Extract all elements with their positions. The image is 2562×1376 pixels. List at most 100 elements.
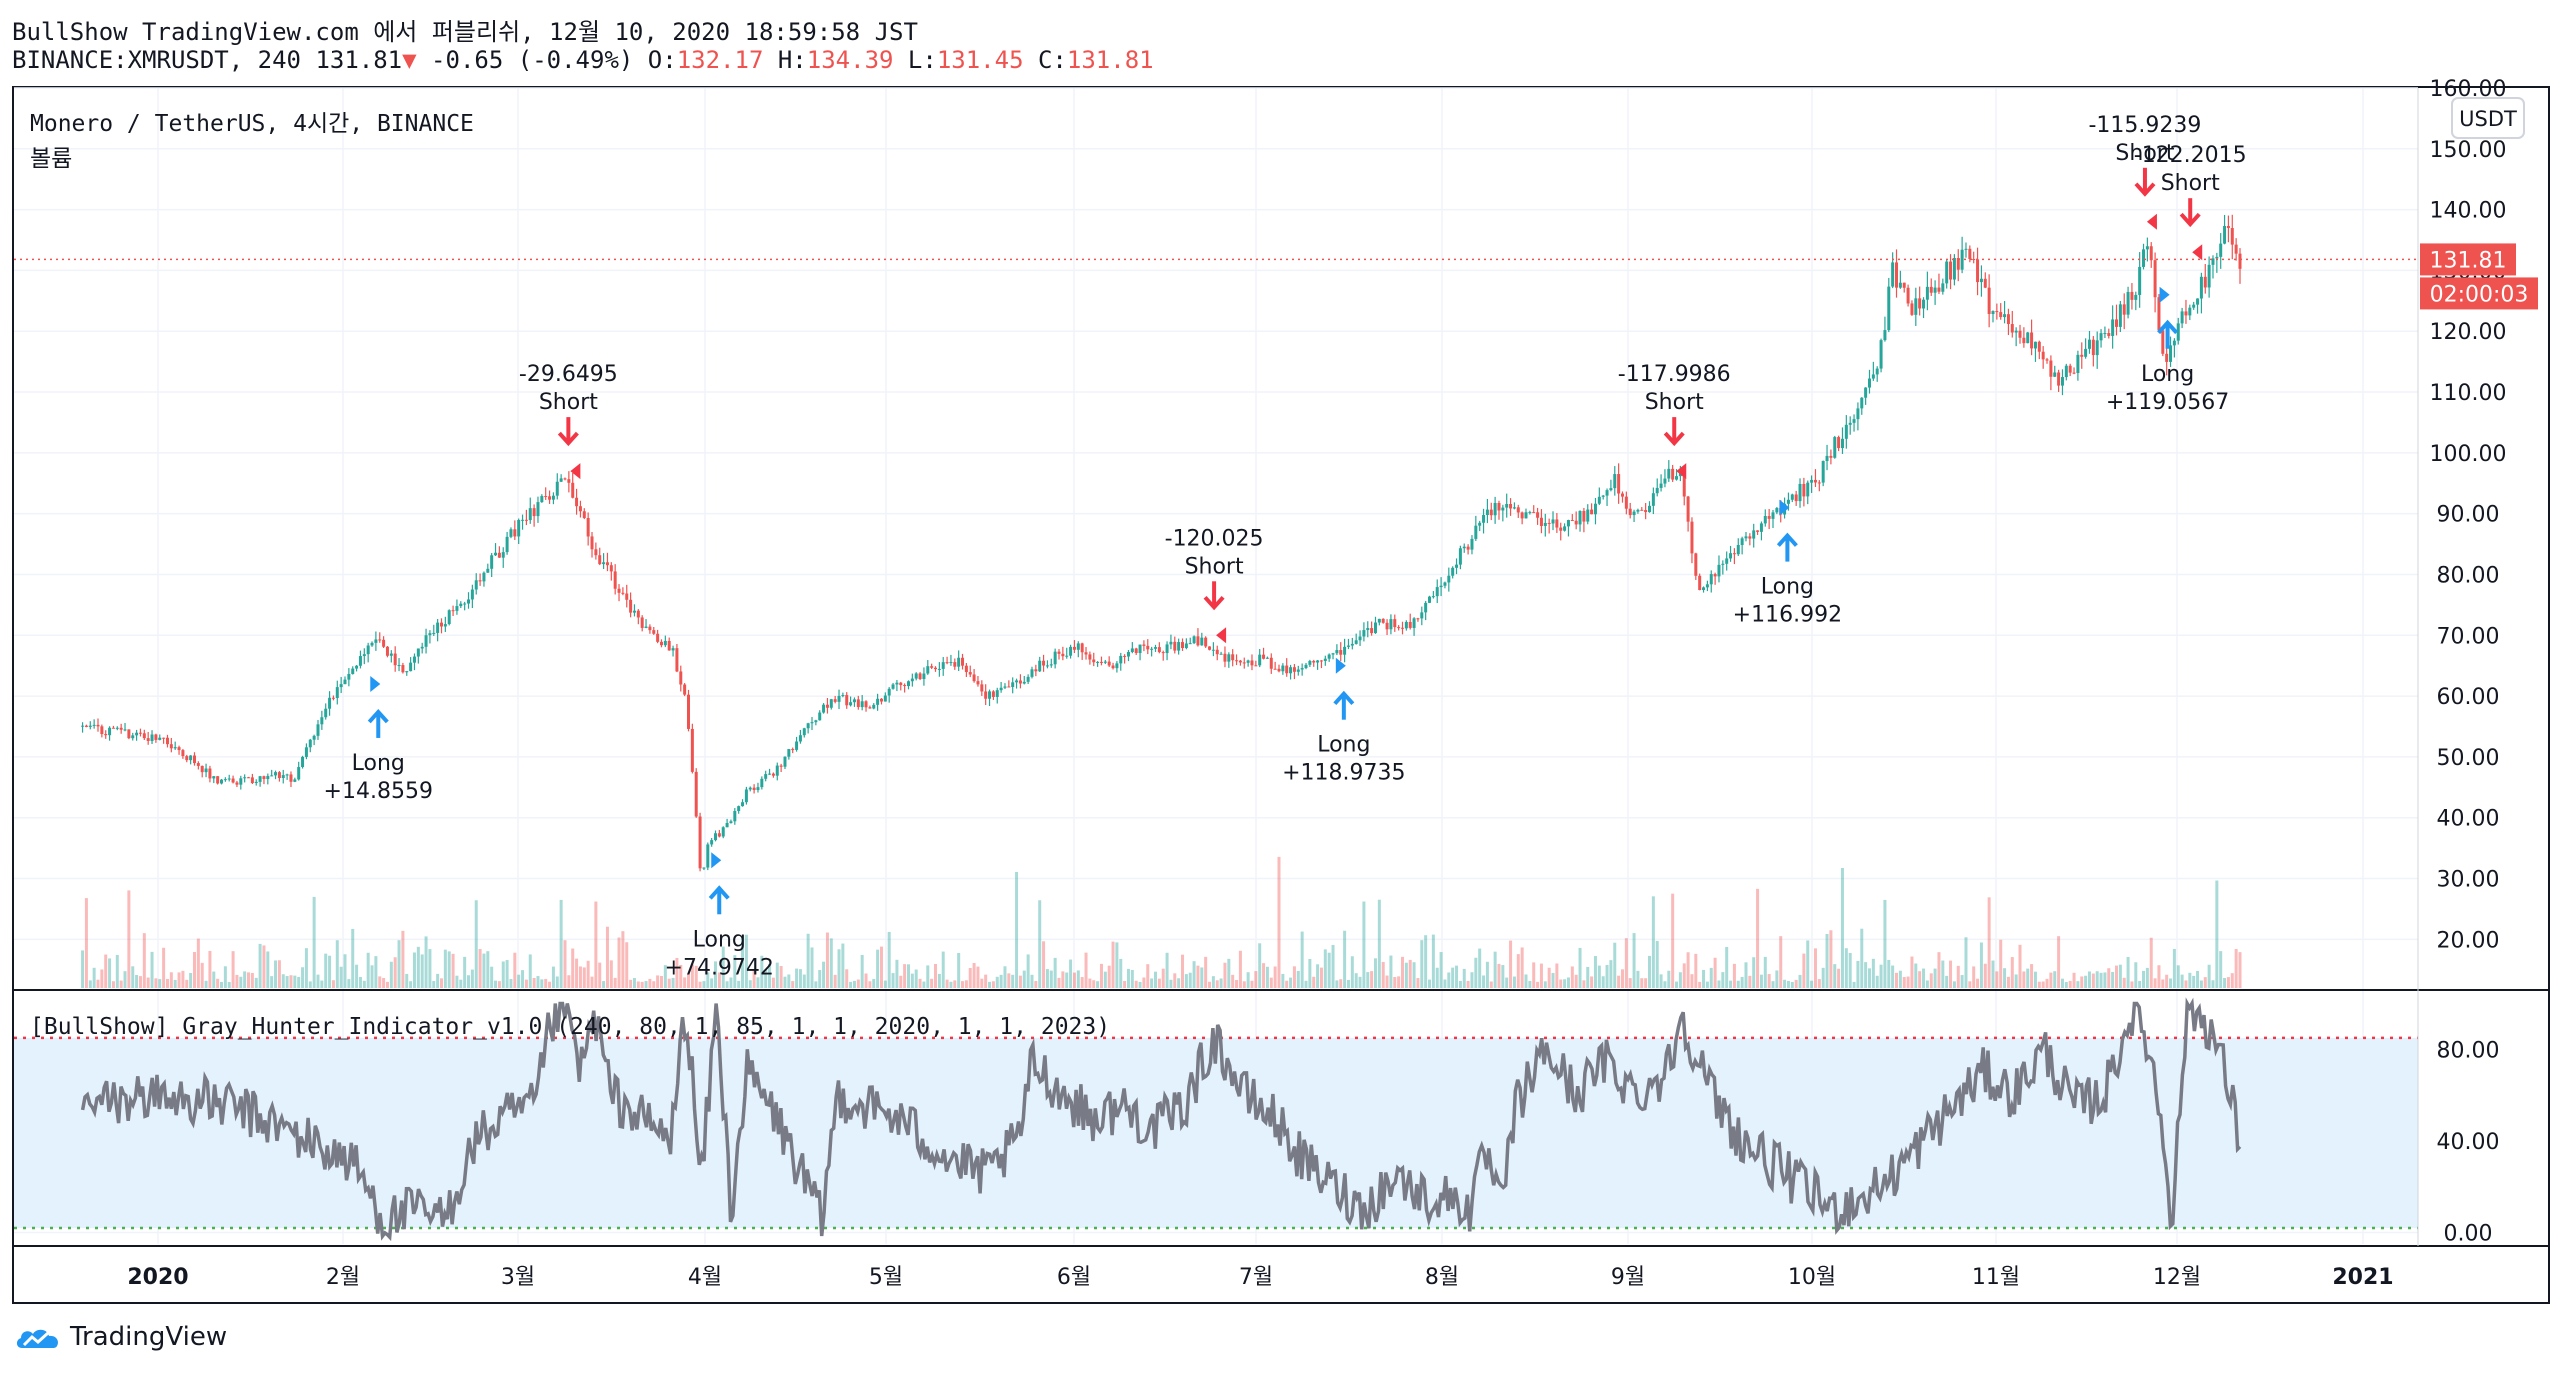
candle-body	[2196, 298, 2200, 305]
volume-bar	[521, 970, 525, 988]
candle-body	[235, 782, 239, 785]
volume-bar	[1582, 980, 1586, 988]
volume-bar	[895, 959, 899, 988]
volume-bar	[1377, 899, 1381, 988]
volume-bar	[1898, 970, 1902, 988]
candle-body	[1242, 662, 1246, 664]
candle-body	[2068, 365, 2072, 373]
volume-bar	[81, 950, 85, 988]
volume-bar	[439, 978, 443, 988]
chart-frame[interactable]	[12, 86, 2550, 1304]
candle-body	[629, 599, 633, 613]
publish-info: BullShow TradingView.com 에서 퍼블리쉬, 12월 10…	[12, 18, 918, 46]
volume-bar	[524, 979, 528, 988]
volume-bar	[2203, 977, 2207, 988]
candle-body	[1126, 652, 1130, 657]
candles	[81, 214, 2242, 872]
price-tick-label: 110.00	[2430, 381, 2507, 406]
volume-bar	[494, 980, 498, 988]
volume-bar	[1964, 937, 1968, 988]
candle-body	[1922, 299, 1926, 309]
signal-type-label: Short	[2115, 141, 2174, 166]
candle-body	[968, 672, 972, 675]
volume-bar	[2087, 971, 2091, 988]
candle-body	[1644, 510, 1648, 513]
volume-bar	[497, 981, 501, 988]
volume-bar	[277, 960, 281, 988]
footer-brand[interactable]: TradingView	[70, 1322, 228, 1352]
volume-bar	[1289, 977, 1293, 988]
candle-body	[1119, 655, 1123, 664]
volume-bar	[96, 979, 100, 988]
close-label: C:	[1037, 46, 1067, 74]
candle-body	[1177, 642, 1181, 651]
volume-bar	[1393, 977, 1397, 988]
candle-body	[358, 656, 362, 666]
volume-bar	[1177, 978, 1181, 988]
volume-bar	[1590, 976, 1594, 988]
candle-body	[1007, 686, 1011, 688]
candle-body	[501, 552, 505, 558]
candle-body	[1227, 654, 1231, 662]
volume-bar	[1184, 974, 1188, 988]
volume-bar	[1474, 957, 1478, 988]
candle-body	[1362, 630, 1366, 637]
candle-body	[227, 778, 231, 780]
candle-body	[1732, 553, 1736, 555]
currency-button[interactable]: USDT	[2451, 97, 2525, 139]
volume-bar	[1694, 953, 1698, 988]
volume-bar	[922, 981, 926, 988]
candle-body	[2184, 311, 2188, 316]
candle-body	[370, 642, 374, 646]
candle-body	[1150, 648, 1154, 650]
volume-bar	[285, 976, 289, 988]
candle-body	[1516, 507, 1520, 513]
candle-body	[1582, 510, 1586, 522]
candle-body	[138, 732, 142, 734]
candle-body	[841, 695, 845, 697]
signal-value-label: -120.025	[1165, 526, 1264, 551]
candle-body	[1840, 438, 1844, 449]
candle-body	[2207, 264, 2211, 288]
candle-body	[1231, 654, 1235, 661]
candle-body	[250, 777, 254, 784]
candle-body	[1972, 259, 1976, 261]
volume-bar	[382, 978, 386, 988]
candle-body	[1447, 575, 1451, 583]
time-tick-label: 10월	[1788, 1265, 1836, 1290]
candle-body	[675, 648, 679, 672]
volume-bar	[2134, 962, 2138, 988]
volume-bar	[1196, 965, 1200, 988]
candle-body	[521, 519, 525, 521]
volume-bar	[787, 974, 791, 988]
volume-bar	[860, 954, 864, 988]
candle-body	[640, 617, 644, 628]
candle-body	[1786, 499, 1790, 504]
candle-body	[2169, 345, 2173, 362]
volume-bar	[1439, 952, 1443, 988]
volume-bar	[1038, 900, 1042, 988]
volume-bar	[1451, 967, 1455, 988]
candle-body	[2211, 258, 2215, 265]
candle-body	[1138, 644, 1142, 654]
candle-body	[277, 772, 281, 779]
volume-bar	[416, 946, 420, 988]
candle-body	[849, 702, 853, 706]
volume-bar	[1972, 966, 1976, 988]
candle-body	[1698, 575, 1702, 591]
volume-bar	[347, 979, 351, 988]
candle-body	[1489, 509, 1493, 516]
candle-body	[1736, 544, 1740, 555]
volume-bar	[1003, 966, 1007, 988]
volume-bar	[1736, 980, 1740, 988]
volume-bar	[810, 947, 814, 988]
volume-bar	[2153, 978, 2157, 988]
candle-body	[652, 630, 656, 634]
candle-body	[2018, 330, 2022, 338]
candle-body	[297, 767, 301, 780]
volume-bar	[274, 960, 278, 988]
volume-bar	[2091, 973, 2095, 988]
volume-bar	[841, 943, 845, 988]
price-tick-label: 50.00	[2437, 746, 2500, 771]
